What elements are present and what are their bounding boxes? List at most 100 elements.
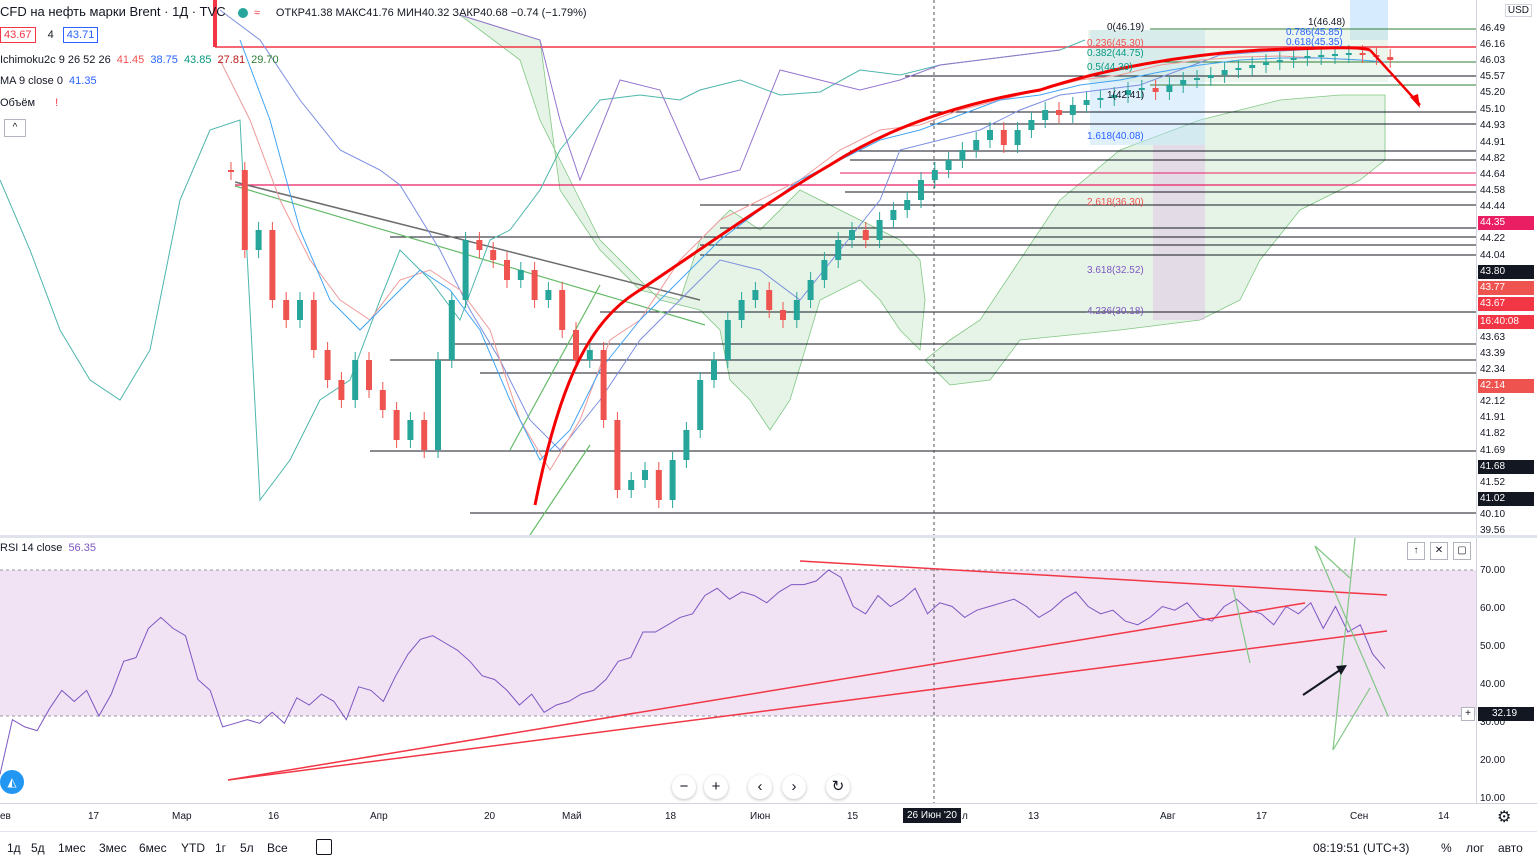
timeframe-button[interactable]: 3мес	[99, 841, 127, 855]
candle	[862, 222, 869, 248]
candle	[1042, 102, 1049, 128]
candle	[352, 352, 359, 408]
price-chart-canvas[interactable]: 0(46.19) 0.236(45.30)0.382(44.75) 0.5(44.3…	[0, 0, 1476, 535]
bid-ask-row: 43.67 4 43.71	[0, 27, 101, 43]
rsi-pane[interactable]: RSI 14 close 56.35 ↑ ✕ ▢ − + ‹ › ↻ ◭	[0, 538, 1476, 803]
settings-gear-icon[interactable]: ⚙	[1497, 809, 1512, 826]
ichimoku-legend[interactable]: Ichimoku2c 9 26 52 26 41.45 38.75 43.85 …	[0, 54, 282, 66]
ichimoku-value: 38.75	[150, 54, 178, 66]
ohlc-values: ОТКР41.38 МАКС41.76 МИН40.32 ЗАКР40.68 −…	[275, 7, 587, 19]
candle	[1207, 67, 1214, 86]
rsi-axis[interactable]: 70.00 60.00 50.00 40.00 30.00 20.00 10.00 32.19…	[1461, 538, 1537, 804]
date-range-icon[interactable]	[316, 839, 332, 855]
ichimoku-value: 29.70	[251, 54, 279, 66]
price-axis-label: 42.12	[1478, 395, 1534, 409]
rsi-axis-label: 30.00	[1480, 717, 1506, 728]
timeframe-button[interactable]: 5д	[31, 841, 45, 855]
price-axis-label: 43.80	[1478, 265, 1534, 279]
black-arrow-head	[1336, 665, 1347, 675]
candle	[918, 172, 924, 208]
rsi-line	[0, 569, 1386, 775]
clock-time[interactable]: 08:19:51 (UTC+3)	[1313, 841, 1410, 855]
timeframe-button[interactable]: Все	[267, 841, 288, 855]
green-trend-line	[234, 185, 706, 326]
currency-label: USD	[1504, 4, 1532, 17]
time-axis-label: 18	[665, 811, 677, 822]
percent-toggle[interactable]: %	[1441, 841, 1452, 855]
warning-icon[interactable]: !	[55, 97, 59, 109]
rsi-canvas[interactable]	[0, 538, 1476, 803]
ask-price[interactable]: 43.71	[62, 27, 99, 43]
fib-zone-blue	[1090, 30, 1205, 145]
candle	[821, 252, 828, 288]
rsi-legend[interactable]: RSI 14 close 56.35	[0, 542, 99, 554]
crosshair-date-label: 26 Июн '20	[903, 808, 961, 823]
ma-legend[interactable]: MA 9 close 0 41.35	[0, 75, 100, 87]
pane-separator[interactable]	[0, 535, 1537, 538]
timeframe-button[interactable]: 5л	[240, 841, 254, 855]
maximize-pane-button[interactable]: ▢	[1453, 542, 1471, 560]
price-chart-pane[interactable]: 0(46.19) 0.236(45.30) 0.382(44.75) 0.5(44.3…	[0, 0, 1476, 535]
bid-price[interactable]: 43.67	[0, 27, 36, 43]
price-axis-label: 42.34	[1478, 363, 1534, 377]
scroll-left-button[interactable]: ‹	[748, 775, 772, 799]
bottom-toolbar: 1д 5д 1мес 3мес 6мес YTD 1г 5л Все 08:19:51 (UTC…	[0, 831, 1537, 865]
price-axis-label: 44.44	[1478, 200, 1534, 214]
candle	[228, 162, 234, 180]
rsi-current-label: 32.19	[1478, 707, 1534, 721]
price-axis-label: 46.49	[1478, 22, 1534, 36]
scroll-right-button[interactable]: ›	[782, 775, 806, 799]
rsi-trend-mid	[227, 602, 1306, 781]
volume-legend[interactable]: Объём !	[0, 97, 61, 109]
fib-level-label: 0.786(45.85)	[1286, 27, 1343, 38]
collapse-legend-button[interactable]: ^	[4, 119, 26, 137]
ichimoku-value: 41.45	[116, 54, 145, 66]
rsi-axis-label: 70.00	[1480, 565, 1506, 576]
time-axis-label: 17	[88, 811, 100, 822]
fib-level-label: 0(46.19)	[1107, 22, 1144, 33]
candle	[1387, 49, 1394, 68]
move-pane-up-button[interactable]: ↑	[1407, 542, 1425, 560]
timeframe-button[interactable]: 1д	[7, 841, 21, 855]
time-axis-label: л	[962, 811, 968, 822]
symbol-title[interactable]: CFD на нефть марки Brent · 1Д · TVC	[0, 4, 226, 19]
candle	[517, 262, 524, 288]
candle	[1152, 80, 1159, 100]
rsi-trend-upper	[799, 560, 1388, 596]
ichimoku-value: 27.81	[217, 54, 246, 66]
timeframe-button[interactable]: 1мес	[58, 841, 86, 855]
red-arrow-head	[1410, 94, 1420, 108]
candle	[504, 252, 510, 288]
ichimoku-tenkan-line	[219, 55, 1361, 471]
zoom-out-button[interactable]: −	[672, 775, 696, 799]
timeframe-button[interactable]: 6мес	[139, 841, 167, 855]
candle	[890, 202, 897, 228]
candle	[1083, 92, 1090, 113]
candle	[573, 322, 579, 368]
candle	[1221, 62, 1228, 83]
candle	[1249, 57, 1256, 76]
candle	[1304, 48, 1311, 66]
ichimoku-cloud-1	[459, 14, 926, 431]
reset-chart-button[interactable]: ↻	[826, 775, 850, 799]
add-plus-icon[interactable]: +	[1461, 707, 1475, 721]
zoom-in-button[interactable]: +	[704, 775, 728, 799]
log-toggle[interactable]: лог	[1466, 841, 1485, 855]
timeframe-button[interactable]: 1г	[215, 841, 227, 855]
auto-toggle[interactable]: авто	[1498, 841, 1523, 855]
candle	[448, 292, 455, 368]
close-pane-button[interactable]: ✕	[1430, 542, 1448, 560]
tradingview-logo[interactable]: ◭	[0, 770, 24, 794]
candle	[738, 292, 745, 328]
price-axis-label: 41.68	[1478, 460, 1534, 474]
time-axis-label: 15	[847, 811, 859, 822]
candle	[297, 292, 303, 328]
candle	[711, 352, 717, 388]
candle	[931, 162, 938, 188]
time-axis-label: ев	[0, 811, 11, 822]
candle	[1263, 54, 1269, 73]
price-axis[interactable]: USD 46.49 46.16 46.03 45.57 45.20 45.10 44.93 4…	[1476, 0, 1537, 538]
timeframe-button[interactable]: YTD	[181, 841, 205, 855]
time-axis[interactable]: ев 17 Мар 16 Апр 20 Май 18 Июн 15 л 13 Авг 17 Сен 14 26…	[0, 803, 1537, 831]
candle	[476, 232, 483, 258]
